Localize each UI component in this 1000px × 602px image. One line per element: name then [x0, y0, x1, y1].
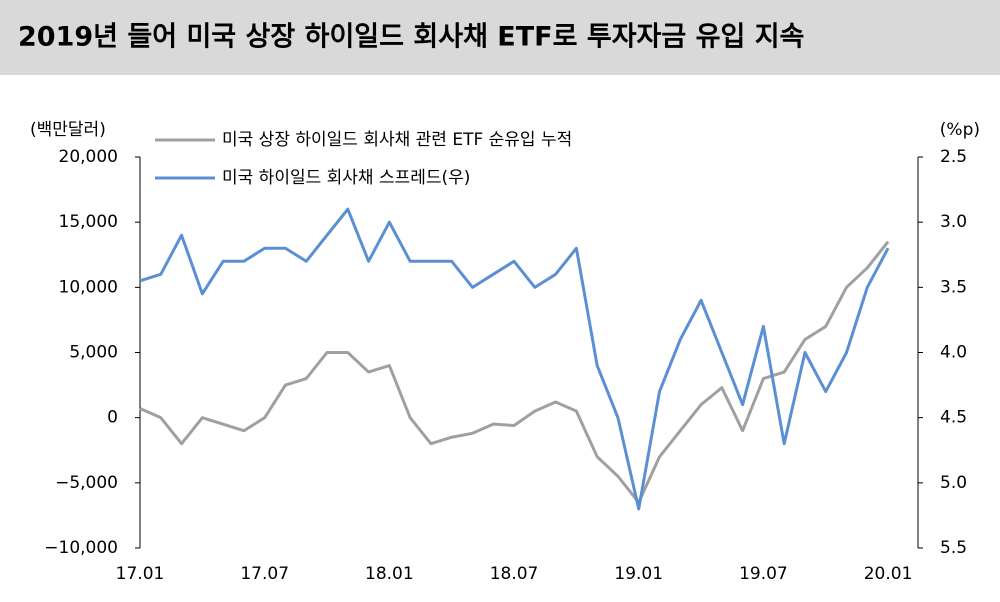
y-tick-label: −5,000: [55, 473, 118, 493]
title-bar: [0, 0, 1000, 75]
y-axis-label: (백만달러): [30, 120, 106, 140]
y2-tick-label: 3.0: [940, 212, 967, 232]
y2-tick-label: 5.0: [940, 473, 967, 493]
y2-tick-label: 2.5: [940, 147, 967, 167]
y2-tick-label: 4.5: [940, 408, 967, 428]
legend-label: 미국 하이일드 회사채 스프레드(우): [222, 168, 470, 188]
y-tick-label: 10,000: [59, 277, 118, 297]
series-line: [139, 207, 890, 511]
series-line: [139, 240, 890, 504]
x-tick-label: 18.01: [365, 564, 414, 584]
y2-axis-label: (%p): [940, 120, 980, 140]
x-tick-label: 19.01: [614, 564, 663, 584]
y-tick-label: −10,000: [44, 538, 118, 558]
x-tick-label: 18.07: [490, 564, 539, 584]
y-tick-label: 5,000: [69, 343, 118, 363]
y2-tick-label: 4.0: [940, 343, 967, 363]
y-tick-label: 20,000: [59, 147, 118, 167]
x-tick-label: 19.07: [739, 564, 788, 584]
chart-title: 2019년 들어 미국 상장 하이일드 회사채 ETF로 투자자금 유입 지속: [18, 22, 804, 53]
legend-label: 미국 상장 하이일드 회사채 관련 ETF 순유입 누적: [222, 130, 572, 150]
y-tick-label: 15,000: [59, 212, 118, 232]
x-tick-label: 17.07: [240, 564, 289, 584]
y2-tick-label: 3.5: [940, 277, 967, 297]
y-tick-label: 0: [107, 408, 118, 428]
y2-tick-label: 5.5: [940, 538, 967, 558]
x-tick-label: 17.01: [116, 564, 165, 584]
x-tick-label: 20.01: [864, 564, 913, 584]
